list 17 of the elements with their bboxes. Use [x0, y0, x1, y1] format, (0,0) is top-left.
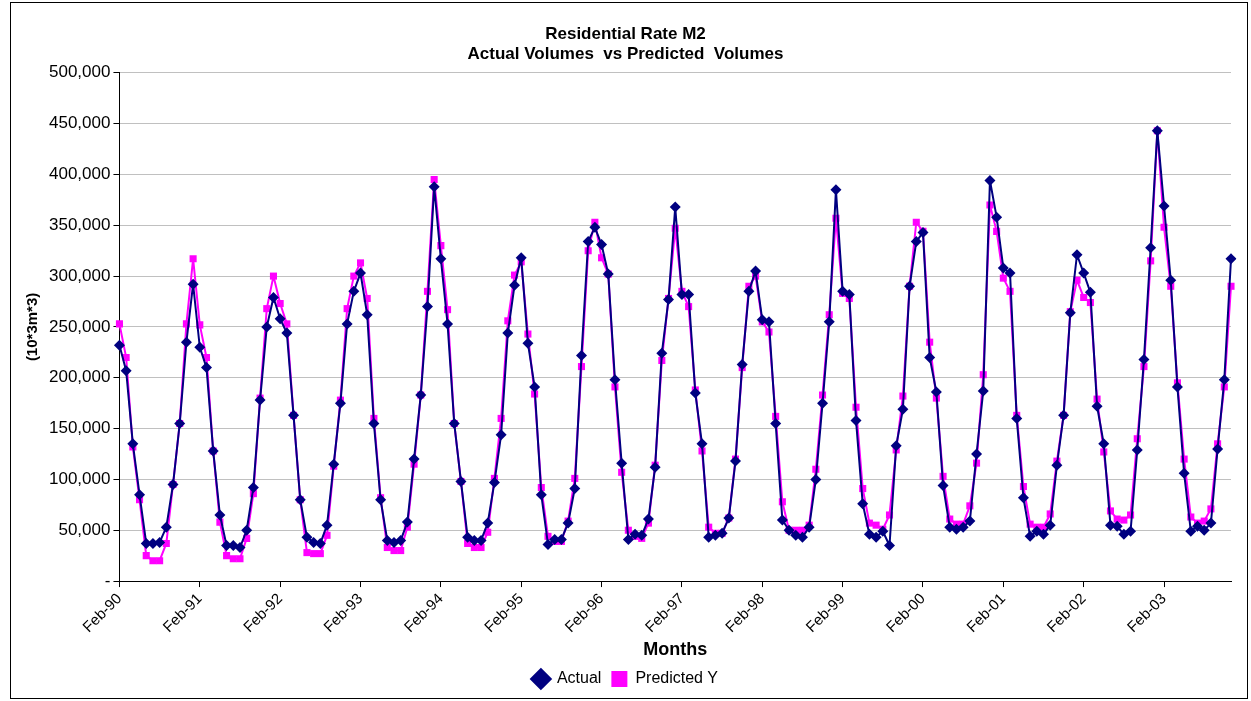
- y-tick-label: 300,000: [49, 265, 111, 285]
- legend-label: Actual: [556, 669, 602, 687]
- y-tick-label: 500,000: [49, 62, 111, 82]
- y-tick-label: 450,000: [49, 113, 111, 133]
- x-axis-title: Months: [643, 639, 708, 660]
- y-tick-label: 400,000: [49, 164, 111, 184]
- y-tick-label: 100,000: [49, 469, 111, 489]
- y-axis-title: (10*3m*3): [23, 292, 41, 362]
- y-tick-label: 350,000: [49, 214, 111, 234]
- y-tick-label: -: [104, 570, 111, 590]
- y-tick-label: 150,000: [49, 418, 111, 438]
- y-tick-label: 200,000: [49, 367, 111, 387]
- y-tick-label: 250,000: [49, 316, 111, 336]
- chart-title: Residential Rate M2: [545, 23, 706, 43]
- y-tick-label: 50,000: [58, 519, 111, 539]
- chart-subtitle: Actual Volumes vs Predicted Volumes: [467, 44, 784, 64]
- legend-label: Predicted Y: [635, 669, 719, 687]
